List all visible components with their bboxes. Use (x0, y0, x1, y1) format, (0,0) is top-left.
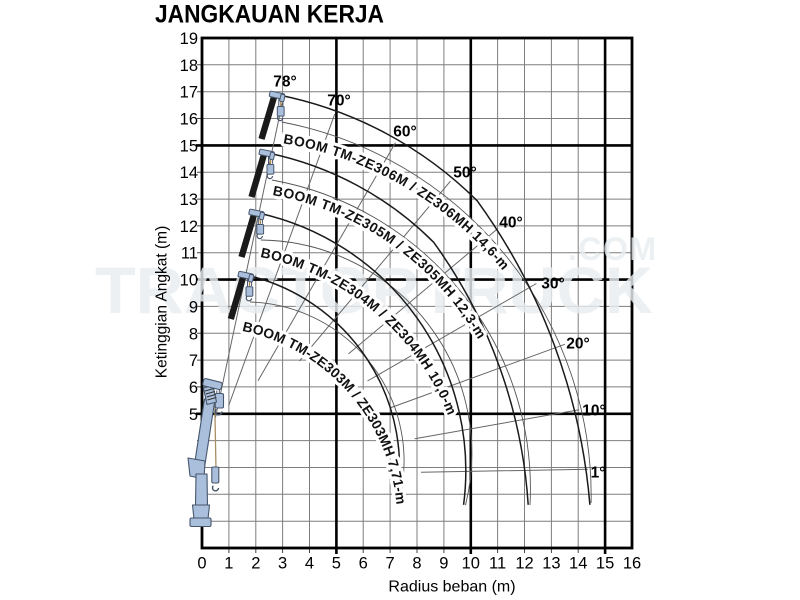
svg-text:12: 12 (180, 218, 198, 236)
svg-text:30°: 30° (541, 276, 564, 293)
svg-text:1°: 1° (591, 465, 606, 482)
svg-text:16: 16 (180, 111, 198, 129)
svg-text:6: 6 (359, 555, 368, 573)
svg-text:20°: 20° (566, 336, 589, 353)
svg-text:3: 3 (278, 555, 287, 573)
svg-text:50°: 50° (453, 165, 476, 182)
svg-text:40°: 40° (499, 215, 522, 232)
svg-text:5: 5 (189, 406, 198, 424)
svg-text:.COM: .COM (568, 231, 658, 267)
svg-text:10: 10 (462, 555, 480, 573)
svg-text:7: 7 (386, 555, 395, 573)
svg-text:15: 15 (180, 137, 198, 155)
svg-text:70°: 70° (327, 93, 350, 110)
svg-text:1: 1 (224, 555, 233, 573)
svg-text:10°: 10° (582, 403, 605, 420)
svg-text:2: 2 (251, 555, 260, 573)
svg-text:Radius beban (m): Radius beban (m) (388, 579, 515, 596)
svg-text:17: 17 (180, 84, 198, 102)
svg-text:13: 13 (542, 555, 560, 573)
svg-text:14: 14 (180, 164, 198, 182)
svg-text:13: 13 (180, 191, 198, 209)
svg-text:8: 8 (412, 555, 421, 573)
svg-text:4: 4 (305, 555, 314, 573)
svg-text:14: 14 (569, 555, 587, 573)
svg-text:9: 9 (439, 555, 448, 573)
svg-text:JANGKAUAN KERJA: JANGKAUAN KERJA (155, 1, 384, 29)
svg-text:60°: 60° (393, 124, 416, 141)
svg-text:10: 10 (180, 272, 198, 290)
svg-text:Ketinggian Angkat (m): Ketinggian Angkat (m) (154, 226, 171, 379)
svg-text:18: 18 (180, 57, 198, 75)
svg-text:8: 8 (189, 325, 198, 343)
svg-text:12: 12 (515, 555, 533, 573)
svg-text:15: 15 (596, 555, 614, 573)
svg-text:7: 7 (189, 352, 198, 370)
svg-text:5: 5 (332, 555, 341, 573)
svg-text:11: 11 (489, 555, 506, 573)
svg-text:78°: 78° (273, 74, 296, 91)
svg-text:TRACTORTRUCK: TRACTORTRUCK (95, 253, 653, 327)
svg-text:9: 9 (189, 298, 198, 316)
svg-text:16: 16 (623, 555, 641, 573)
svg-text:11: 11 (181, 245, 198, 263)
svg-text:19: 19 (180, 30, 198, 48)
svg-text:0: 0 (197, 555, 206, 573)
svg-text:6: 6 (189, 379, 198, 397)
